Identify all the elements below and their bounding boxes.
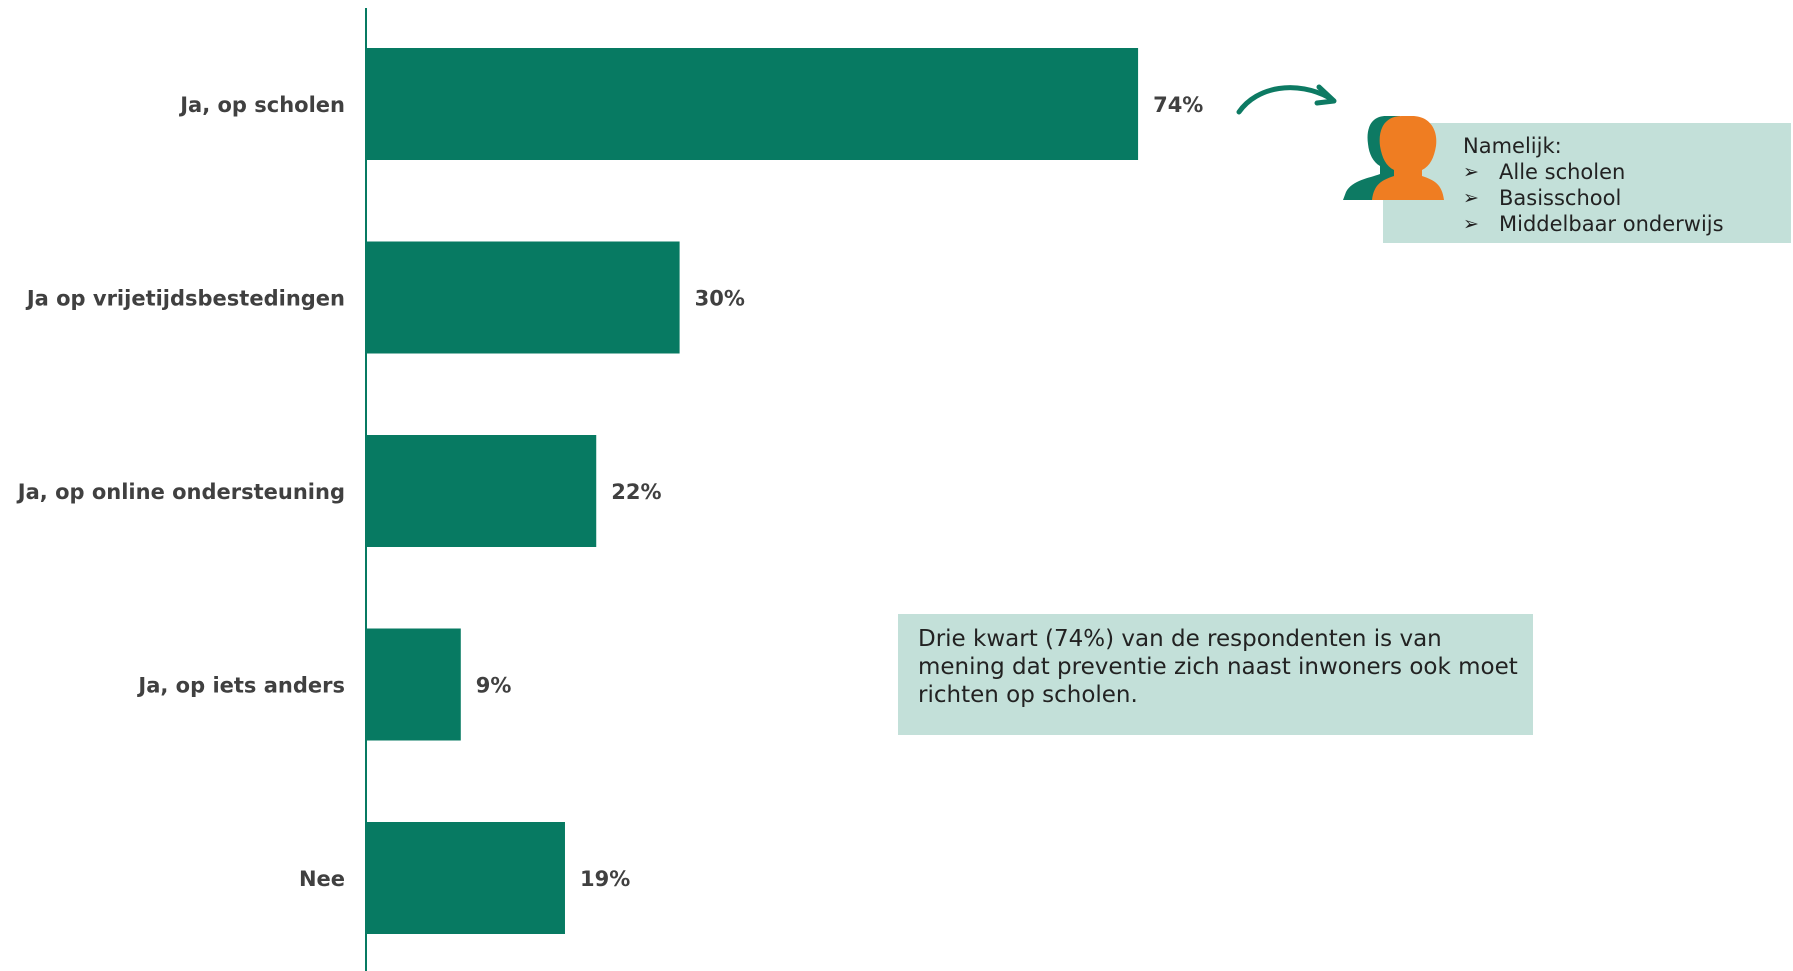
- list-item: ➢ Alle scholen: [1463, 159, 1791, 185]
- value-label: 19%: [580, 867, 630, 891]
- value-label: 30%: [695, 287, 745, 311]
- arrowhead-bullet-icon: ➢: [1463, 187, 1479, 209]
- summary-box: Drie kwart (74%) van de respondenten is …: [898, 614, 1533, 735]
- arrowhead-bullet-icon: ➢: [1463, 213, 1479, 235]
- bar: [367, 628, 461, 741]
- value-labels-group: 74% 30% 22% 9% 19%: [476, 93, 1204, 891]
- person-icon: [1343, 116, 1444, 200]
- category-labels-group: Ja, op scholen Ja op vrijetijdsbestedinge…: [16, 93, 345, 891]
- arrowhead-bullet-icon: ➢: [1463, 161, 1479, 183]
- list-item: ➢ Basisschool: [1463, 185, 1791, 211]
- category-label: Ja op vrijetijdsbestedingen: [25, 287, 345, 311]
- person-front-silhouette: [1372, 116, 1444, 200]
- value-label: 9%: [476, 674, 512, 698]
- category-label: Nee: [299, 867, 345, 891]
- category-label: Ja, op iets anders: [136, 674, 345, 698]
- value-label: 22%: [611, 480, 661, 504]
- list-item: ➢ Middelbaar onderwijs: [1463, 211, 1791, 237]
- bars-group: [367, 48, 1139, 934]
- curved-arrow-icon: [1236, 84, 1337, 115]
- value-label: 74%: [1153, 93, 1203, 117]
- bar: [367, 822, 565, 934]
- bar: [367, 435, 597, 547]
- summary-text: Drie kwart (74%) van de respondenten is …: [918, 626, 1518, 708]
- list-item-label: Alle scholen: [1499, 160, 1626, 184]
- category-label: Ja, op scholen: [178, 93, 345, 117]
- callout-box: Namelijk: ➢ Alle scholen ➢ Basisschool ➢ Mi…: [1383, 123, 1791, 243]
- list-item-label: Middelbaar onderwijs: [1499, 212, 1724, 236]
- bar: [367, 241, 680, 354]
- callout-list: ➢ Alle scholen ➢ Basisschool ➢ Middelbaar o…: [1463, 159, 1791, 237]
- list-item-label: Basisschool: [1499, 186, 1622, 210]
- bar: [367, 48, 1139, 160]
- category-label: Ja, op online ondersteuning: [16, 480, 345, 504]
- callout-heading: Namelijk:: [1463, 134, 1562, 158]
